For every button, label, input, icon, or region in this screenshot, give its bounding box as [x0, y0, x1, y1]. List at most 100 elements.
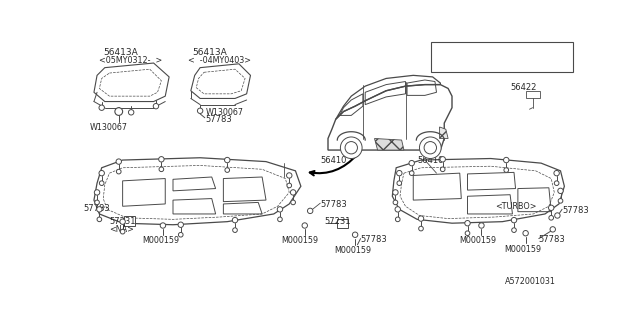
Circle shape: [345, 141, 358, 154]
Circle shape: [97, 217, 102, 222]
Text: 1: 1: [436, 45, 440, 54]
Circle shape: [395, 207, 401, 212]
Circle shape: [554, 171, 559, 176]
Circle shape: [504, 168, 509, 172]
Circle shape: [197, 108, 203, 114]
Text: <05MY0312-  >: <05MY0312- >: [99, 56, 163, 65]
Circle shape: [504, 157, 509, 163]
Circle shape: [440, 156, 445, 162]
Text: <  -04MY0403>: < -04MY0403>: [189, 56, 252, 65]
Text: M000159: M000159: [282, 236, 319, 245]
Circle shape: [99, 105, 104, 110]
Text: 57231: 57231: [109, 217, 136, 226]
Circle shape: [159, 156, 164, 162]
Circle shape: [232, 217, 237, 223]
Circle shape: [278, 217, 282, 222]
Circle shape: [434, 46, 442, 53]
Circle shape: [558, 198, 563, 203]
Text: M000159: M000159: [460, 236, 497, 245]
Circle shape: [95, 200, 99, 205]
Circle shape: [340, 137, 362, 158]
Circle shape: [160, 223, 166, 228]
Text: <TURBO>: <TURBO>: [495, 203, 536, 212]
Circle shape: [153, 103, 159, 109]
Circle shape: [116, 159, 122, 164]
Circle shape: [511, 228, 516, 232]
Circle shape: [548, 205, 554, 211]
Circle shape: [94, 190, 100, 195]
Text: 1: 1: [116, 107, 121, 116]
Text: W130067: W130067: [205, 108, 244, 117]
Bar: [431, 42, 573, 71]
Circle shape: [393, 190, 398, 195]
Circle shape: [291, 190, 296, 195]
Circle shape: [99, 171, 104, 176]
Bar: [525, 91, 540, 99]
Circle shape: [550, 227, 556, 232]
Text: W130067: W130067: [90, 123, 127, 132]
Bar: [337, 219, 348, 228]
FancyArrowPatch shape: [310, 155, 357, 175]
Circle shape: [419, 226, 423, 231]
Circle shape: [120, 229, 125, 234]
Text: A572001031: A572001031: [505, 277, 556, 286]
Circle shape: [225, 157, 230, 163]
Circle shape: [396, 217, 400, 222]
Circle shape: [129, 110, 134, 115]
Bar: [124, 216, 135, 226]
Circle shape: [115, 108, 123, 116]
Circle shape: [233, 228, 237, 232]
Circle shape: [558, 188, 563, 194]
Polygon shape: [440, 127, 448, 139]
Text: 56422: 56422: [510, 83, 536, 92]
Text: 57783: 57783: [562, 206, 589, 215]
Text: 57783  (   -'07MY0702): 57783 ( -'07MY0702): [448, 44, 539, 53]
Circle shape: [479, 223, 484, 228]
Circle shape: [291, 200, 296, 205]
Circle shape: [440, 167, 445, 172]
Circle shape: [178, 222, 184, 228]
Circle shape: [116, 169, 121, 174]
Circle shape: [554, 181, 559, 186]
Circle shape: [549, 215, 554, 220]
Circle shape: [307, 208, 313, 213]
Circle shape: [302, 223, 307, 228]
Text: M000159: M000159: [142, 236, 179, 245]
Text: 56410: 56410: [320, 156, 347, 165]
Circle shape: [159, 167, 164, 172]
Text: 56413A: 56413A: [103, 48, 138, 57]
Circle shape: [287, 173, 292, 178]
Text: <NA>: <NA>: [109, 225, 134, 234]
Circle shape: [523, 230, 529, 236]
Circle shape: [465, 231, 470, 236]
Text: 57783: 57783: [360, 235, 387, 244]
Polygon shape: [374, 139, 404, 150]
Text: 57231: 57231: [324, 217, 351, 226]
Text: 57783: 57783: [84, 204, 111, 213]
Circle shape: [424, 141, 436, 154]
Circle shape: [397, 171, 402, 176]
Text: 56413A: 56413A: [193, 48, 227, 57]
Circle shape: [419, 216, 424, 221]
Circle shape: [511, 217, 516, 223]
Text: 57783: 57783: [539, 235, 566, 244]
Text: 57783: 57783: [205, 116, 232, 124]
Circle shape: [465, 220, 470, 226]
Circle shape: [120, 219, 125, 224]
Circle shape: [434, 60, 442, 68]
Circle shape: [353, 232, 358, 237]
Text: M000159: M000159: [505, 245, 542, 254]
Text: 57783A ('07MY0702-   ): 57783A ('07MY0702- ): [448, 59, 542, 68]
Text: 56410: 56410: [417, 156, 444, 165]
Circle shape: [287, 183, 292, 188]
Circle shape: [277, 207, 283, 212]
Text: 57783: 57783: [320, 200, 347, 209]
Circle shape: [179, 232, 183, 237]
Circle shape: [410, 171, 414, 175]
Circle shape: [225, 168, 230, 172]
Circle shape: [97, 207, 102, 212]
Circle shape: [409, 160, 415, 166]
Text: M000159: M000159: [334, 246, 371, 255]
Circle shape: [393, 200, 397, 205]
Circle shape: [555, 213, 560, 218]
